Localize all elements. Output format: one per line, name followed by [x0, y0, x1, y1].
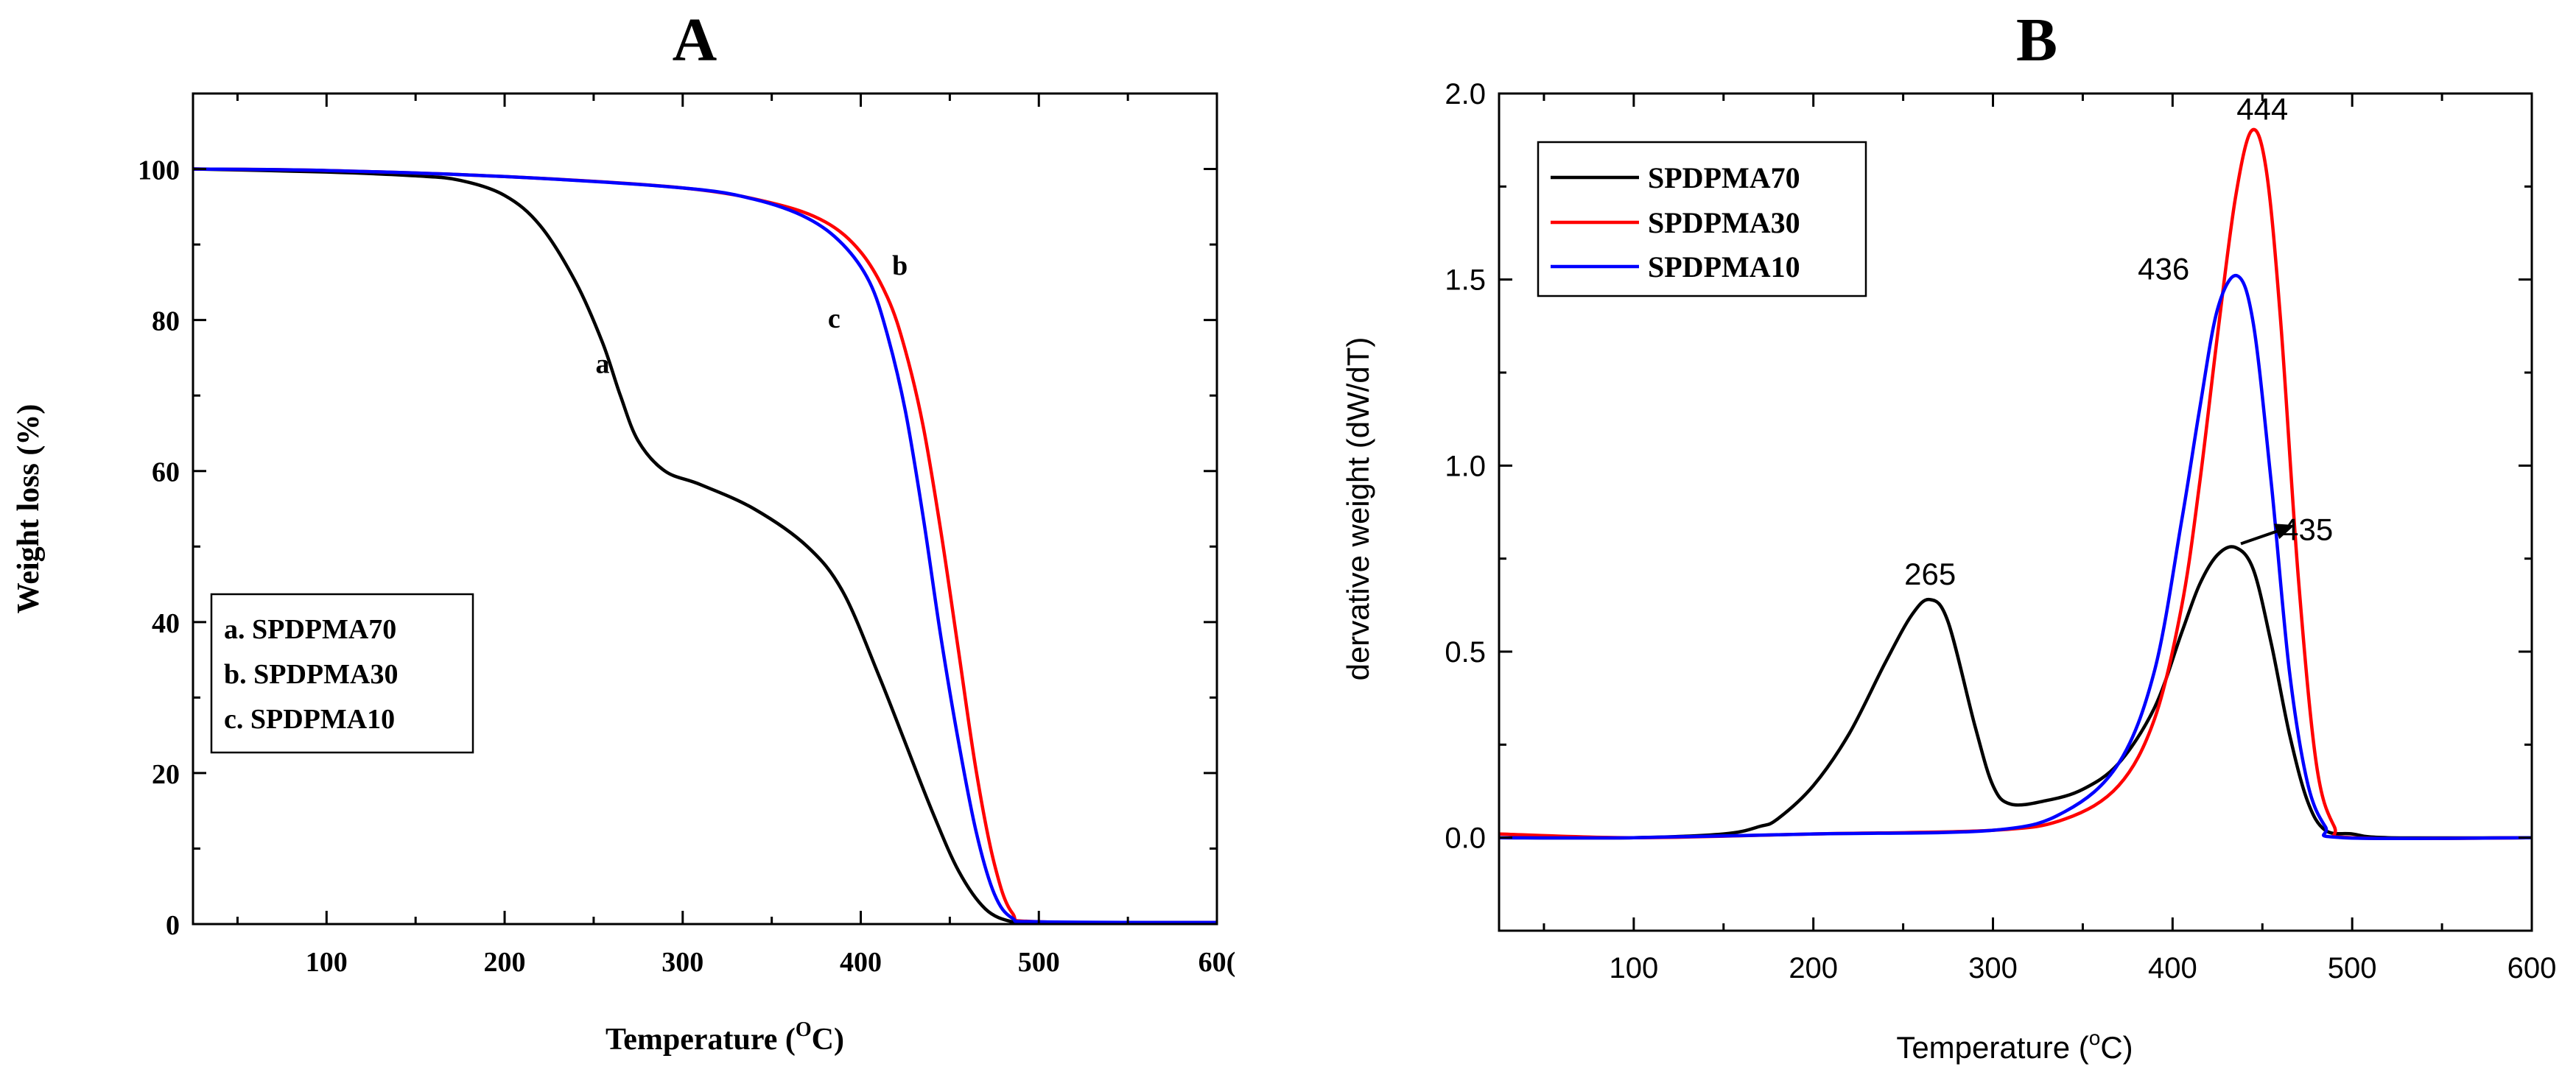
- panel-b-peak-arrow-head: [2273, 524, 2295, 540]
- panel-a-ticks: 100 200 300 400 500 60( 0 20 40 60 80 100: [138, 94, 1235, 978]
- panel-b-peak-label-436: 436: [2138, 252, 2189, 286]
- panel-a-series-spdpma70-line: [192, 167, 1218, 925]
- panel-b-y-tick-label: 0.0: [1445, 822, 1486, 855]
- panel-b-y-tick-label: 1.5: [1445, 264, 1486, 297]
- panel-a-title: A: [673, 6, 717, 74]
- panel-a-curve-labels: a b c: [596, 250, 908, 379]
- panel-b-series-spdpma10-line: [1498, 274, 2533, 841]
- panel-b-peak-label-265: 265: [1904, 557, 1956, 591]
- panel-a-legend-box: [210, 593, 474, 754]
- panel-a-x-axis-title-superscript: O: [796, 1018, 812, 1041]
- panel-b-legend: SPDPMA70 SPDPMA30 SPDPMA10: [1537, 141, 1867, 297]
- panel-b-peak-arrow-shaft: [2240, 529, 2278, 546]
- panel-a-x-tick-label: 60(: [1198, 947, 1236, 978]
- panel-b-peak-label-444: 444: [2236, 91, 2288, 126]
- panel-b-x-tick-label: 200: [1789, 952, 1838, 984]
- panel-a-x-tick-label: 400: [840, 947, 882, 978]
- panel-b-chart: B 100 200 300 400 500 600 0.0 0.5 1.0 1.5 2.0 derv…: [1341, 6, 2556, 1065]
- panel-b-series-group: [1498, 127, 2533, 841]
- panel-b-title: B: [2016, 6, 2057, 74]
- panel-a-plot-frame: [192, 92, 1218, 926]
- panel-a-x-tick-label: 500: [1018, 947, 1060, 978]
- panel-a-x-axis-title-main: Temperature (: [606, 1023, 796, 1057]
- panel-a-legend-entry-b: b. SPDPMA30: [224, 659, 398, 690]
- panel-a-series-group: [192, 167, 1218, 925]
- panel-b-y-axis-title: dervative weight (dW/dT): [1341, 337, 1375, 681]
- panel-b-y-tick-label: 0.5: [1445, 636, 1486, 669]
- panel-a-curve-label-a: a: [596, 348, 610, 379]
- panel-a-y-tick-label: 0: [166, 910, 180, 941]
- panel-b-x-tick-label: 300: [1968, 952, 2018, 984]
- panel-a-curve-label-c: c: [828, 303, 840, 334]
- panel-a-x-tick-label: 200: [484, 947, 526, 978]
- panel-a-legend-entry-a: a. SPDPMA70: [224, 614, 396, 645]
- panel-a-y-tick-label: 60: [152, 457, 180, 488]
- panel-a-x-tick-label: 100: [306, 947, 348, 978]
- panel-a-y-tick-label: 20: [152, 759, 180, 790]
- panel-b-series-spdpma70-line: [1498, 545, 2533, 840]
- panel-b-y-tick-label: 2.0: [1445, 78, 1486, 110]
- panel-b-x-tick-label: 500: [2328, 952, 2377, 984]
- panel-b-y-tick-label: 1.0: [1445, 450, 1486, 482]
- panel-b-x-tick-label: 600: [2507, 952, 2557, 984]
- panel-a-x-axis-title: Temperature (OC): [606, 1018, 844, 1057]
- panel-a-series-spdpma10-line: [192, 167, 1218, 925]
- panel-b-legend-box: [1537, 141, 1867, 297]
- panel-a-x-tick-label: 300: [661, 947, 703, 978]
- panel-a-y-axis-title: Weight loss (%): [12, 404, 46, 614]
- panel-b-ticks: 100 200 300 400 500 600 0.0 0.5 1.0 1.5 2.0: [1445, 78, 2556, 984]
- panel-b-x-tick-label: 100: [1609, 952, 1658, 984]
- panel-b-legend-entry-spdpma70: SPDPMA70: [1648, 161, 1800, 194]
- panel-b-legend-entry-spdpma30: SPDPMA30: [1648, 206, 1800, 239]
- panel-a-chart: A 100 200 300 400 500 60( 0 20 40 60 80 100 Weight …: [12, 6, 1235, 1057]
- panel-a-y-tick-label: 40: [152, 608, 180, 639]
- panel-b-x-axis-title-main: Temperature (: [1896, 1030, 2088, 1065]
- panel-a-y-tick-label: 80: [152, 306, 180, 337]
- panel-a-series-spdpma30-line: [192, 167, 1218, 925]
- panel-a-legend-entry-c: c. SPDPMA10: [224, 704, 395, 735]
- panel-b-x-axis-title-suffix: C): [2100, 1030, 2133, 1065]
- panel-a-x-axis-title-suffix: C): [812, 1023, 844, 1057]
- panel-b-x-axis-title-superscript: o: [2089, 1026, 2101, 1049]
- panel-a-legend: a. SPDPMA70 b. SPDPMA30 c. SPDPMA10: [210, 593, 474, 754]
- panel-a-y-tick-label: 100: [138, 155, 180, 186]
- panel-b-legend-entry-spdpma10: SPDPMA10: [1648, 250, 1800, 283]
- panel-b-peak-annotations: 265 444 436 435: [1904, 91, 2333, 591]
- panel-b-peak-label-435: 435: [2281, 512, 2333, 546]
- panel-a-curve-label-b: b: [892, 250, 908, 281]
- panel-b-x-axis-title: Temperature (oC): [1896, 1026, 2133, 1065]
- panel-b-x-tick-label: 400: [2148, 952, 2197, 984]
- panel-b-plot-frame: [1498, 92, 2533, 932]
